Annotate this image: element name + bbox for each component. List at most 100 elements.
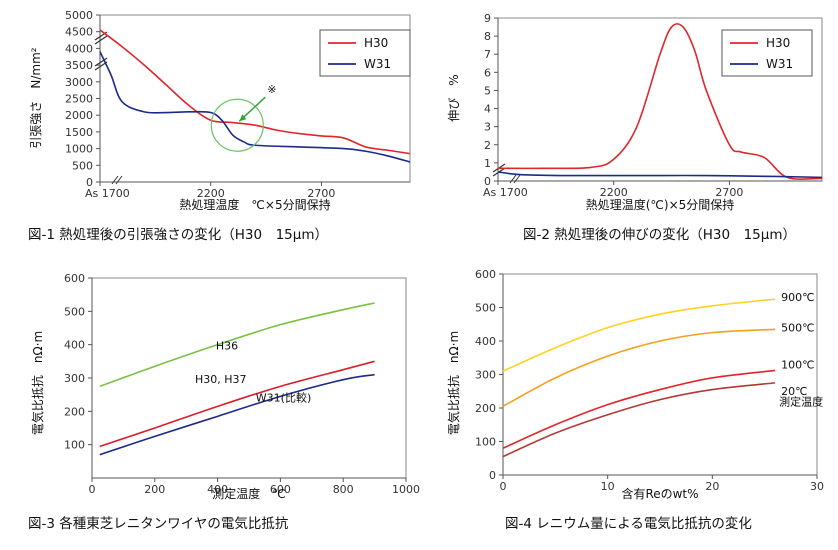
figure-caption: 図-1 熱処理後の引張強さの変化（H30 15μm） [28, 226, 328, 243]
x-tick-label: 20 [705, 480, 719, 493]
series-label: 20℃ [781, 385, 807, 398]
y-axis-label: 伸び % [447, 74, 461, 121]
x-tick-label: 2200 [197, 187, 225, 200]
x-tick-label: 10 [601, 480, 615, 493]
y-tick-label: 600 [475, 268, 496, 281]
chart-4: 0 100 200 300 400 500 600 0 10 20 30 900℃ 500℃ 100℃ 20… [446, 268, 824, 532]
axis-break-mark [94, 35, 108, 45]
plot-area [91, 277, 407, 479]
y-tick-label: 5000 [65, 9, 93, 22]
series-label: 100℃ [781, 358, 814, 371]
x-tick-label: 800 [333, 483, 354, 496]
y-tick-label: 0 [86, 176, 93, 189]
y-tick-label: 2500 [65, 93, 93, 106]
series-label: H36 [216, 340, 238, 353]
y-axis-label: 電気比抵抗 nΩ·m [30, 331, 45, 435]
x-axis-label: 熱処理温度(℃)×5分間保持 [586, 197, 735, 212]
legend-label: H30 [766, 36, 790, 50]
y-tick-label: 600 [64, 272, 85, 285]
y-tick-label: 7 [484, 48, 491, 61]
series-label: W31(比較) [256, 390, 311, 404]
series-line-h30h37 [99, 360, 375, 448]
x-tick-label: 1000 [392, 483, 420, 496]
legend-label: W31 [766, 57, 793, 71]
axis-break-mark [115, 175, 123, 185]
y-tick-label: 200 [475, 402, 496, 415]
x-tick-label: 600 [270, 483, 291, 496]
y-tick-label: 2000 [65, 109, 93, 122]
x-tick-label: 30 [810, 480, 824, 493]
annotation-text: 測定温度 [779, 394, 823, 408]
y-tick-label: 500 [475, 302, 496, 315]
plot-area [502, 273, 818, 476]
chart-3: 100 200 300 400 500 600 0 200 400 600 800 1000 H36 H3… [28, 272, 420, 532]
series-line-w31 [497, 171, 823, 179]
y-tick-label: 100 [475, 436, 496, 449]
x-axis-label: 測定温度 ℃ [212, 486, 285, 501]
figure-caption: 図-3 各種東芝レニタンワイヤの電気比抵抗 [28, 516, 289, 532]
legend-label: H30 [364, 36, 388, 50]
y-tick-label: 200 [64, 405, 85, 418]
chart-2: 0 1 2 3 4 5 6 7 8 9 As 1700 2200 2700 H30 W31 熱処理温度(℃)×… [447, 12, 823, 243]
y-tick-label: 500 [64, 305, 85, 318]
axis-break-mark [513, 174, 521, 184]
y-axis-label: 電気比抵抗 nΩ·m [446, 331, 461, 435]
series-label: H30, H37 [195, 373, 247, 386]
y-tick-label: 300 [475, 369, 496, 382]
x-tick-label: 2700 [307, 187, 335, 200]
y-tick-label: 3500 [65, 59, 93, 72]
series-line-900 [502, 298, 776, 372]
y-tick-label: 9 [484, 12, 491, 25]
legend-label: W31 [364, 57, 391, 71]
y-tick-label: 5 [484, 84, 491, 97]
series-label: 500℃ [781, 321, 814, 334]
series-line-h30 [99, 29, 411, 155]
y-tick-label: 0 [489, 469, 496, 482]
y-tick-label: 1000 [65, 143, 93, 156]
highlight-circle [210, 98, 264, 152]
y-tick-label: 3000 [65, 76, 93, 89]
y-tick-label: 400 [475, 335, 496, 348]
y-tick-label: 0 [484, 175, 491, 188]
y-tick-label: 4500 [65, 26, 93, 39]
series-line-w31 [99, 51, 411, 163]
y-tick-label: 2 [484, 139, 491, 152]
y-tick-label: 4 [484, 103, 491, 116]
series-label: 900℃ [781, 291, 814, 304]
series-line-h36 [99, 302, 375, 388]
x-tick-label: 2200 [600, 186, 628, 199]
x-tick-label: 2700 [715, 186, 743, 199]
x-axis-label: 含有Reのwt% [621, 486, 698, 501]
x-tick-label: 0 [89, 483, 96, 496]
y-tick-label: 300 [64, 372, 85, 385]
y-axis-label: 引張強さ N/mm² [29, 47, 43, 148]
annotation-mark: ※ [267, 83, 276, 96]
y-tick-label: 400 [64, 339, 85, 352]
y-tick-label: 500 [72, 159, 93, 172]
series-line-w31 [99, 373, 375, 456]
y-tick-label: 1500 [65, 126, 93, 139]
x-axis-label: 熱処理温度 ℃×5分間保持 [179, 197, 330, 212]
figure-caption: 図-4 レニウム量による電気比抵抗の変化 [505, 515, 752, 532]
series-line-500 [502, 328, 776, 408]
x-tick-label: As 1700 [85, 187, 130, 200]
y-tick-label: 6 [484, 66, 491, 79]
y-tick-label: 3 [484, 121, 491, 134]
annotation-arrowhead [239, 114, 247, 122]
legend [721, 29, 813, 77]
series-line-20 [502, 382, 776, 458]
axis-break-mark [94, 57, 108, 67]
axis-break-mark [509, 174, 517, 184]
x-tick-label: 0 [500, 480, 507, 493]
y-tick-label: 100 [64, 439, 85, 452]
series-line-h30 [497, 23, 823, 180]
y-tick-label: 1 [484, 157, 491, 170]
x-tick-label: As 1700 [483, 186, 528, 199]
chart-1: 0 500 1000 1500 2000 2500 3000 3500 4000 4500 5000… [28, 9, 411, 243]
legend [319, 29, 411, 77]
y-tick-label: 4000 [65, 42, 93, 55]
axis-break-mark [111, 175, 119, 185]
x-tick-label: 200 [144, 483, 165, 496]
series-line-100 [502, 369, 776, 449]
